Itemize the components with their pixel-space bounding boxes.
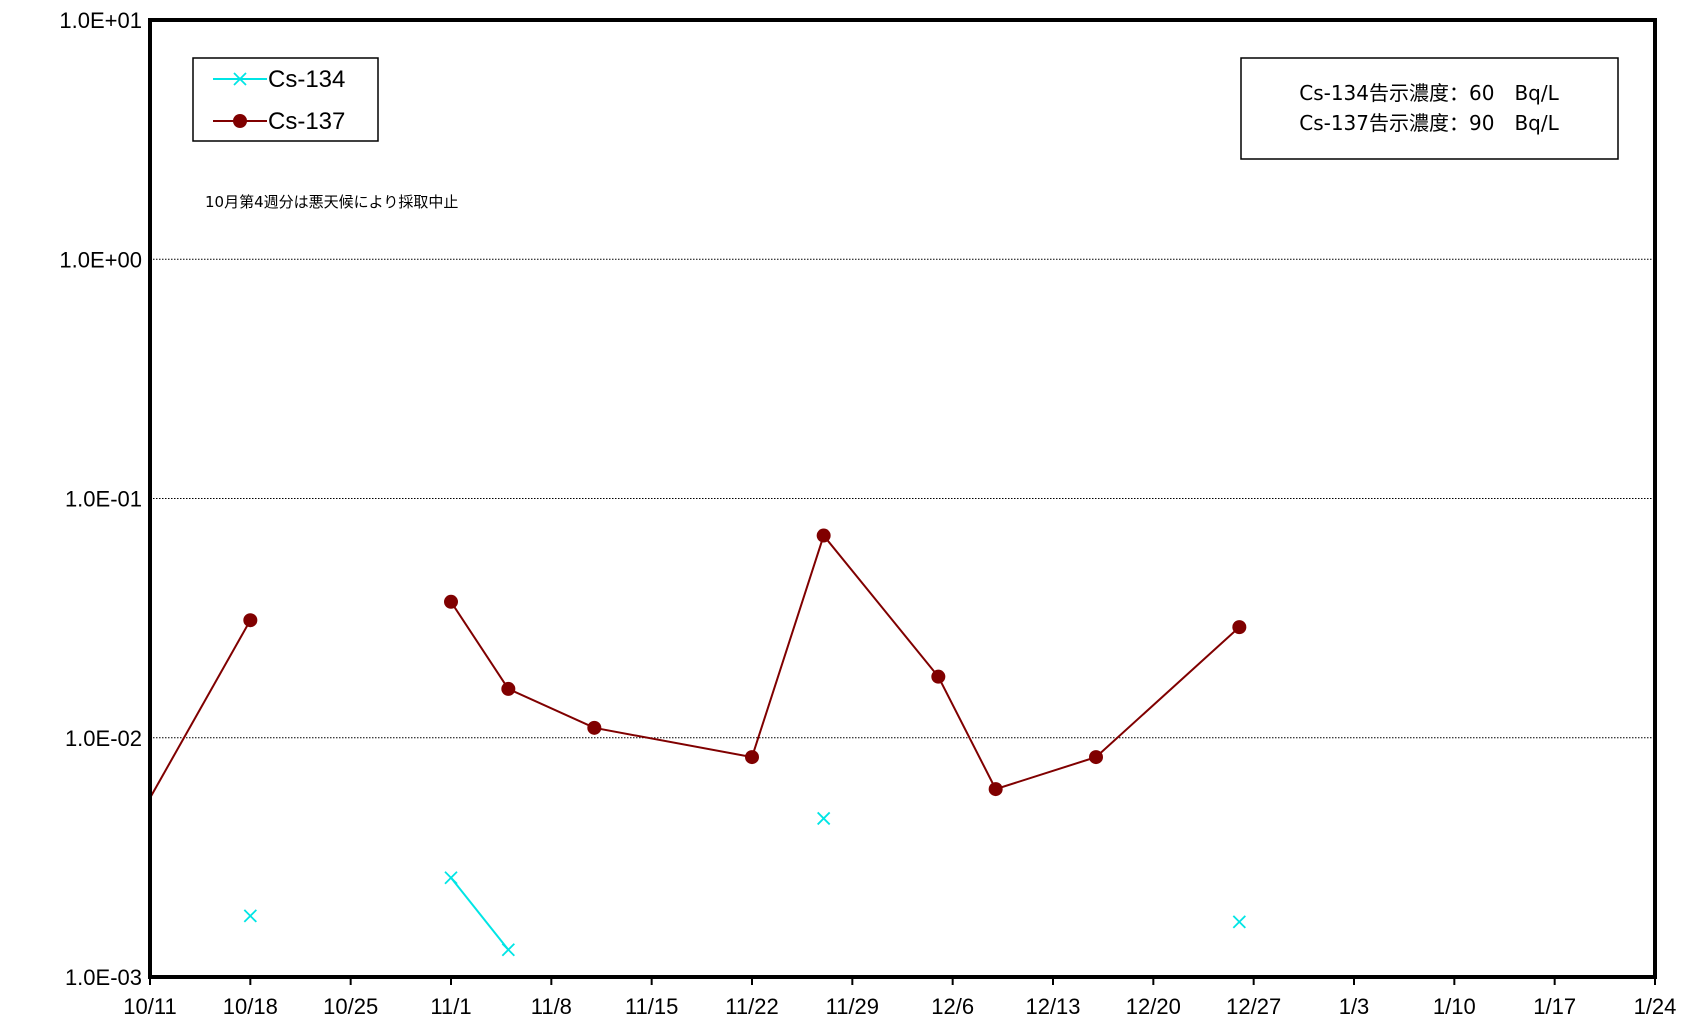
x-tick-label: 12/13 (1025, 994, 1080, 1019)
x-marker-stroke (501, 943, 515, 957)
legend-item-cs137: Cs-137 (213, 108, 345, 135)
data-point-cs134 (243, 909, 257, 923)
data-point-cs137 (501, 681, 516, 696)
data-point-cs137 (1089, 750, 1103, 765)
x-tick-label: 10/25 (323, 994, 378, 1019)
data-point-cs137 (816, 528, 831, 543)
y-tick-label: 1.0E+00 (59, 247, 142, 272)
data-point-cs137 (931, 669, 946, 684)
data-point-cs137 (444, 594, 458, 609)
x-marker-stroke (817, 811, 831, 826)
legend: Cs-134 Cs-137 (192, 57, 379, 142)
x-tick-label: 11/22 (725, 994, 778, 1019)
legend-marker-cs134 (233, 72, 247, 86)
x-tick-label: 11/29 (826, 994, 879, 1019)
y-axis-ticks: 1.0E+01 1.0E+00 1.0E-01 1.0E-02 1.0E-03 (59, 8, 142, 990)
info-box-line-cs137: Cs-137告示濃度：90 Bq/L (1299, 111, 1559, 135)
series-line-cs137 (149, 619, 252, 799)
legend-box (192, 57, 379, 142)
legend-swatch-cs134-marker (233, 72, 247, 86)
x-marker-stroke (233, 72, 247, 86)
x-marker-stroke (243, 909, 257, 923)
x-tick-label: 11/15 (625, 994, 678, 1019)
plot-frame (148, 18, 1657, 979)
x-tick-label: 11/1 (430, 994, 471, 1019)
data-point-cs137 (587, 720, 602, 735)
legend-marker-cs137 (233, 114, 247, 128)
y-tick-label: 1.0E-02 (65, 726, 142, 751)
legend-label-cs137: Cs-137 (268, 108, 345, 135)
x-marker-stroke (1232, 915, 1246, 929)
data-point-cs134 (444, 871, 458, 885)
series-line-cs134 (450, 877, 510, 951)
y-tick-label: 1.0E-01 (65, 487, 142, 512)
data-point-cs134 (501, 943, 515, 957)
info-box: Cs-134告示濃度：60 Bq/L Cs-137告示濃度：90 Bq/L (1240, 57, 1619, 160)
legend-swatch-cs137-marker (233, 114, 247, 128)
x-tick-label: 11/8 (531, 994, 572, 1019)
x-tick-label: 12/27 (1226, 994, 1281, 1019)
legend-item-cs134: Cs-134 (213, 66, 345, 93)
annotation-sampling-cancelled: 10月第4週分は悪天候により採取中止 (205, 193, 458, 211)
legend-label-cs134: Cs-134 (268, 66, 345, 93)
data-point-cs137 (1232, 620, 1247, 635)
x-tick-label: 1/10 (1433, 994, 1476, 1019)
data-point-cs137 (243, 613, 258, 628)
y-tick-label: 1.0E-03 (65, 965, 142, 990)
gridlines (150, 258, 1655, 739)
x-marker-stroke (444, 871, 458, 885)
data-point-cs137 (745, 750, 759, 765)
x-tick-label: 12/6 (931, 994, 974, 1019)
series-line-cs137 (450, 533, 1241, 791)
x-tick-label: 10/11 (123, 994, 176, 1019)
y-tick-label: 1.0E+01 (59, 8, 142, 33)
series-layer (149, 528, 1247, 957)
info-box-line-cs134: Cs-134告示濃度：60 Bq/L (1299, 81, 1559, 105)
data-point-cs134 (817, 811, 831, 826)
x-tick-label: 10/18 (223, 994, 278, 1019)
data-point-cs137 (988, 782, 1003, 797)
x-tick-label: 1/24 (1634, 994, 1677, 1019)
x-tick-label: 1/17 (1533, 994, 1576, 1019)
x-tick-label: 1/3 (1339, 994, 1370, 1019)
data-point-cs134 (1232, 915, 1246, 929)
x-axis-ticks: 10/11 10/18 10/25 11/1 11/8 11/15 11/22 11/29 12… (123, 977, 1676, 1019)
x-tick-label: 12/20 (1126, 994, 1181, 1019)
info-box-frame (1240, 57, 1619, 160)
